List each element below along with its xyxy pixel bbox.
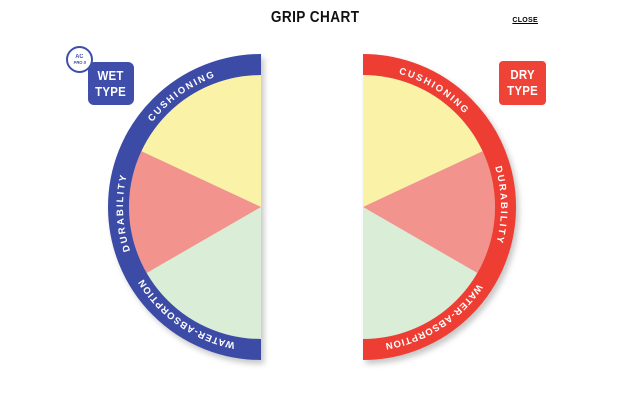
dry-sector-durability bbox=[363, 151, 495, 273]
dry-type-badge: DRY TYPE bbox=[499, 61, 546, 105]
wet-type-chart: WATER-ABSORPTION DURABILITY CUSHIONING bbox=[108, 54, 262, 360]
dry-type-badge-line2: TYPE bbox=[507, 83, 538, 98]
page-title-text: GRIP CHART bbox=[270, 9, 360, 26]
dry-sector-cushioning bbox=[363, 75, 483, 207]
close-button[interactable]: CLOSE bbox=[512, 17, 538, 24]
dry-type-badge-text: DRY TYPE bbox=[507, 67, 538, 98]
wet-type-badge-line1: WET bbox=[97, 67, 125, 83]
brand-logo: AC PRO II bbox=[66, 46, 93, 73]
wet-type-badge-text: WET TYPE bbox=[96, 68, 127, 99]
wet-type-badge: WET TYPE bbox=[88, 62, 134, 105]
dry-type-badge-line1: DRY bbox=[510, 67, 535, 83]
dry-ring bbox=[362, 54, 516, 360]
dry-sector-water-absorption bbox=[363, 207, 478, 339]
dry-type-chart: CUSHIONING DURABILITY WATER-ABSORPTION bbox=[362, 54, 516, 360]
page-title: GRIP CHART bbox=[0, 9, 630, 27]
wet-ring bbox=[108, 54, 262, 360]
brand-logo-line1: AC bbox=[75, 53, 84, 60]
wet-sector-cushioning bbox=[141, 75, 261, 207]
wet-sector-durability bbox=[129, 151, 261, 273]
wet-sector-water-absorption bbox=[146, 207, 261, 339]
brand-logo-line2: PRO II bbox=[73, 59, 86, 65]
wet-type-badge-line2: TYPE bbox=[95, 83, 127, 99]
